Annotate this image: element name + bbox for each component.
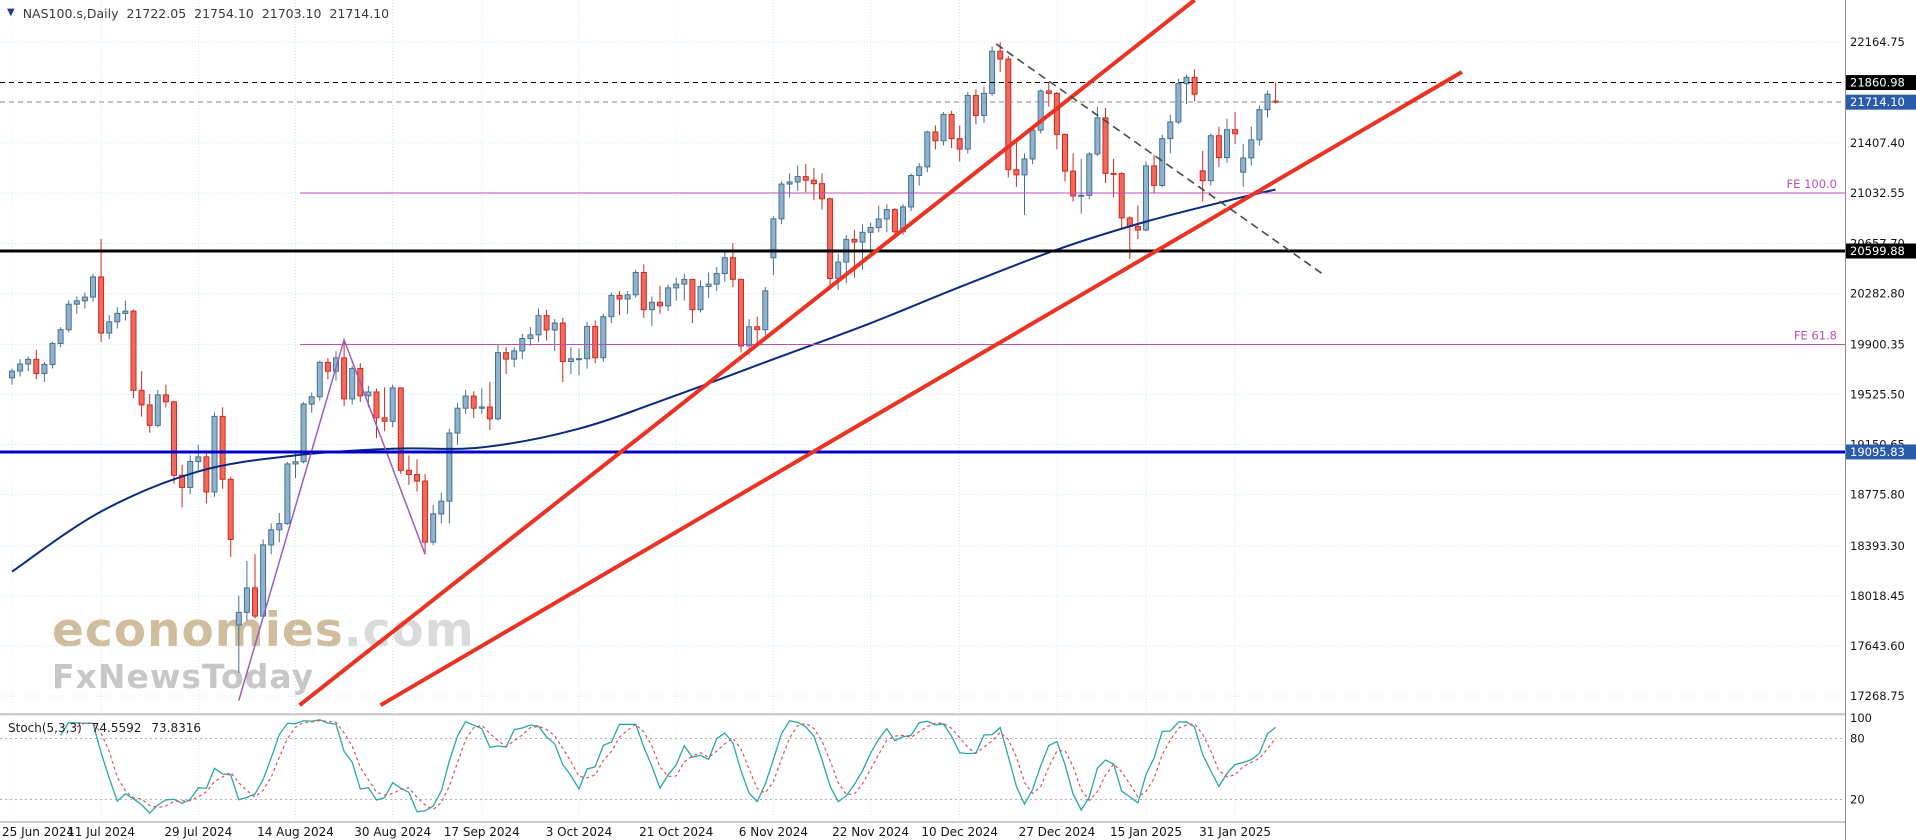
- date-tick-label: 14 Aug 2024: [257, 825, 334, 839]
- price-tick-label: 18018.45: [1850, 589, 1905, 603]
- ohlc-open: 21722.05: [126, 6, 187, 21]
- descending-dashed: [995, 43, 1325, 276]
- grid-layer: [0, 0, 1845, 820]
- svg-text:19095.83: 19095.83: [1850, 445, 1905, 459]
- date-tick-label: 27 Dec 2024: [1019, 825, 1096, 839]
- ascending-channel-left: [298, 0, 1196, 707]
- candles-layer: [9, 41, 1279, 674]
- date-tick-label: 10 Dec 2024: [921, 825, 998, 839]
- zigzag-line: [238, 337, 426, 701]
- price-tag: 19095.83: [1846, 444, 1916, 460]
- ascending-channel-right: [379, 70, 1463, 707]
- date-tick-label: 25 Jun 2024: [2, 825, 74, 839]
- indicator-readout: Stoch(5,3,3) 74.5592 73.8316: [8, 721, 201, 735]
- date-tick-label: 29 Jul 2024: [164, 825, 232, 839]
- indicator-value-k: 74.5592: [91, 721, 142, 735]
- watermark-tagline: FxNewsToday: [52, 657, 315, 697]
- ohlc-high: 21754.10: [194, 6, 254, 21]
- price-tick-label: 21032.55: [1850, 186, 1905, 200]
- price-tag: 21714.10: [1846, 94, 1916, 110]
- price-tick-label: 17643.60: [1850, 639, 1905, 653]
- date-tick-label: 21 Oct 2024: [639, 825, 713, 839]
- ohlc-close: 21714.10: [329, 6, 390, 21]
- svg-text:20599.88: 20599.88: [1850, 244, 1905, 258]
- stochastic-panel: [0, 719, 1845, 814]
- date-tick-label: 3 Oct 2024: [546, 825, 613, 839]
- watermark-brand-suffix: .com: [343, 603, 475, 658]
- fib-expansion-layer: FE 100.0 FE 61.8: [300, 177, 1845, 345]
- price-tick-label: 22164.75: [1850, 35, 1905, 49]
- price-tick-label: 19900.35: [1850, 337, 1905, 351]
- date-tick-label: 15 Jan 2025: [1110, 825, 1182, 839]
- horizontal-lines-layer: [0, 82, 1845, 454]
- date-tick-label: 6 Nov 2024: [739, 825, 808, 839]
- price-axis[interactable]: 22164.7521407.4021032.5520657.7020282.80…: [1845, 0, 1916, 840]
- date-tick-label: 17 Sep 2024: [444, 825, 520, 839]
- stoch-scale-label: 100: [1850, 711, 1872, 725]
- price-tag: 21860.98: [1846, 75, 1916, 91]
- stoch-scale-label: 20: [1850, 793, 1865, 807]
- indicator-value-d: 73.8316: [151, 721, 202, 735]
- date-tick-label: 11 Jul 2024: [67, 825, 135, 839]
- date-tick-label: 30 Aug 2024: [354, 825, 431, 839]
- price-tick-label: 18775.80: [1850, 488, 1905, 502]
- fib-label: FE 100.0: [1787, 177, 1837, 191]
- date-tick-label: 22 Nov 2024: [832, 825, 909, 839]
- symbol-ohlc-readout: ▼ NAS100.s,Daily 21722.05 21754.10 21703…: [7, 6, 389, 21]
- price-tick-label: 18393.30: [1850, 539, 1905, 553]
- stoch-d-line: [76, 719, 1277, 811]
- price-tag: 20599.88: [1846, 243, 1916, 259]
- stoch-scale-label: 80: [1850, 731, 1865, 745]
- price-tick-label: 19525.50: [1850, 388, 1905, 402]
- watermark-brand: economies: [52, 603, 344, 658]
- frame-layer: [0, 713, 1916, 823]
- price-tick-label: 20282.80: [1850, 286, 1905, 300]
- price-tick-label: 17268.75: [1850, 689, 1905, 703]
- stoch-k-line: [60, 719, 1276, 814]
- svg-text:21714.10: 21714.10: [1850, 95, 1905, 109]
- ohlc-low: 21703.10: [261, 6, 322, 21]
- svg-text:21860.98: 21860.98: [1850, 76, 1905, 90]
- fib-label: FE 61.8: [1794, 328, 1837, 342]
- trend-lines-layer: [298, 0, 1463, 707]
- symbol-marker-icon: ▼: [7, 7, 15, 18]
- ma-line: [11, 188, 1276, 573]
- indicator-name: Stoch(5,3,3): [8, 721, 82, 735]
- watermark: economies.com FxNewsToday: [52, 606, 475, 695]
- price-tick-label: 21407.40: [1850, 136, 1905, 150]
- date-tick-label: 31 Jan 2025: [1199, 825, 1271, 839]
- symbol-name: NAS100.s,Daily: [22, 6, 119, 21]
